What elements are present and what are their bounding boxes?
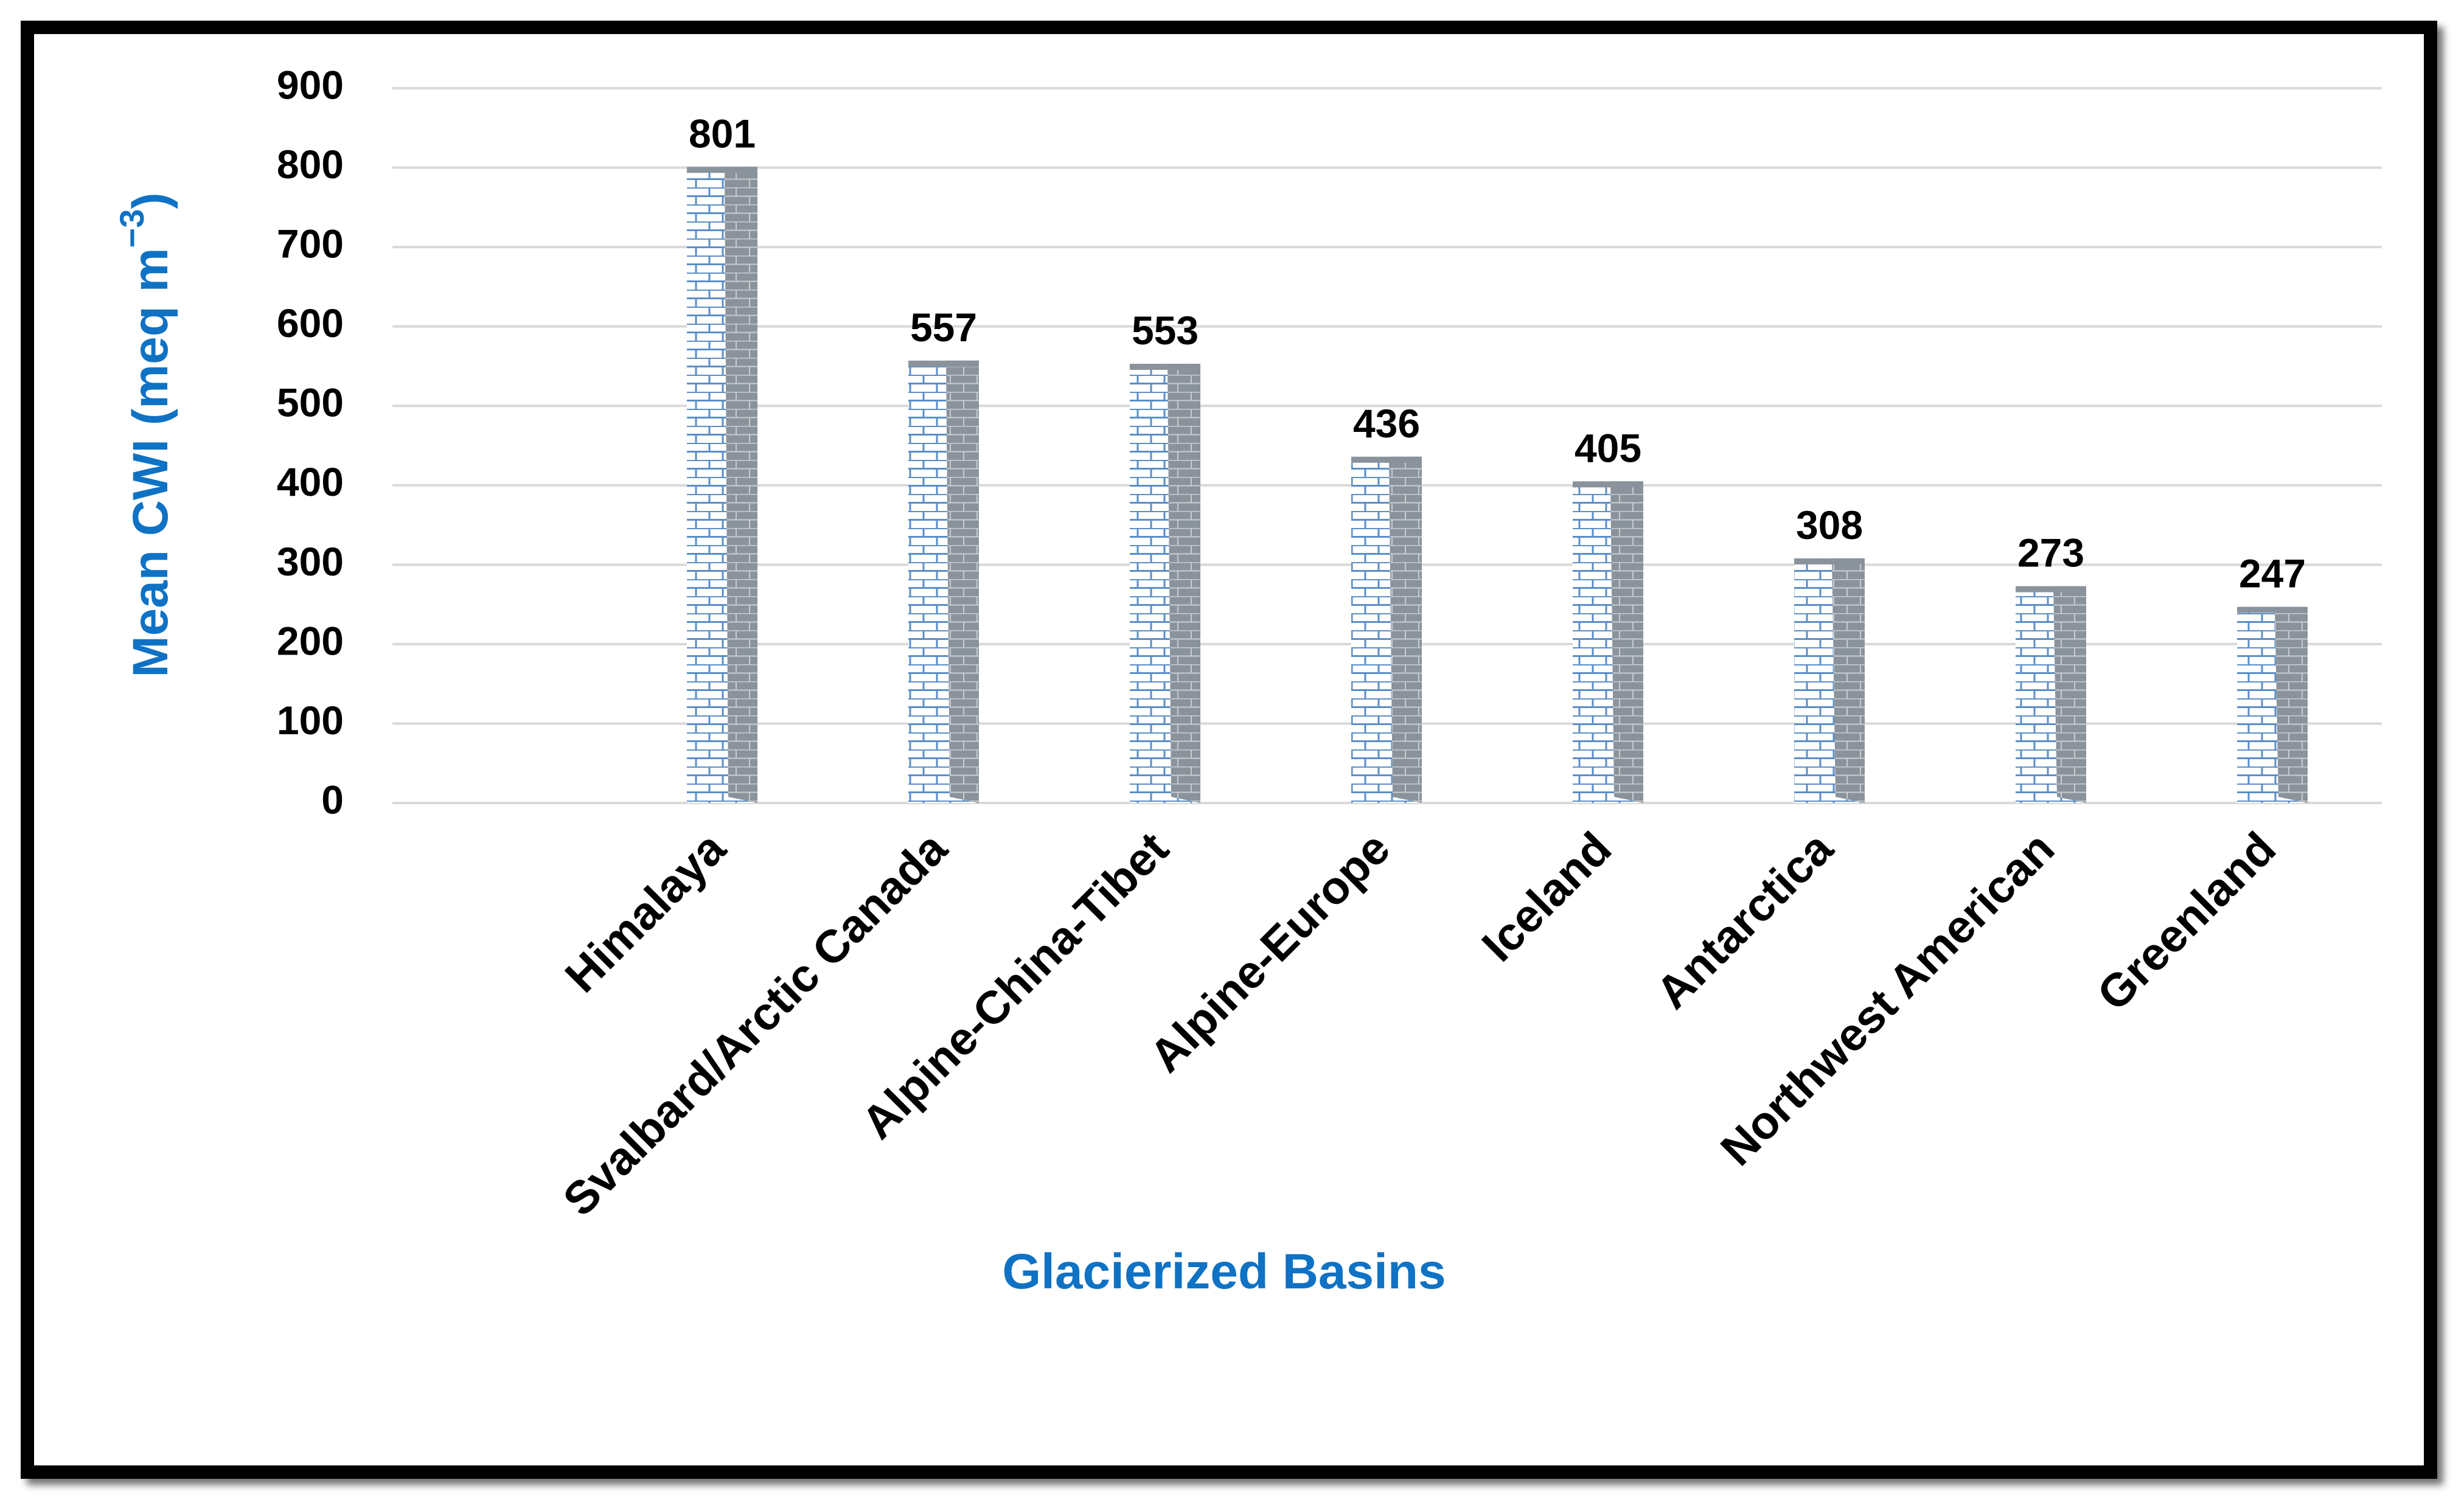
bar-top (1794, 558, 1865, 565)
data-label: 247 (2239, 551, 2306, 596)
y-tick-label: 300 (277, 539, 344, 584)
bars (687, 167, 2308, 803)
data-label: 557 (910, 305, 977, 350)
y-tick-label: 700 (277, 221, 344, 266)
y-tick-label: 500 (277, 380, 344, 425)
bar (908, 360, 979, 803)
y-tick-label: 600 (277, 301, 344, 346)
y-axis-ticks: 0 100 200 300 400 500 600 700 800 900 (277, 62, 344, 822)
y-axis-title-close: ) (123, 192, 178, 209)
y-tick-label: 100 (277, 698, 344, 743)
bar-top (2237, 606, 2308, 613)
data-label: 436 (1353, 401, 1420, 446)
bar (2237, 606, 2308, 803)
data-label: 308 (1796, 502, 1863, 547)
bar (1794, 558, 1865, 803)
x-axis-title: Glacierized Basins (1002, 1244, 1446, 1299)
y-tick-label: 400 (277, 459, 344, 504)
bar-shadow (1168, 364, 1200, 803)
bar (2016, 586, 2086, 803)
y-tick-label: 0 (321, 777, 344, 822)
bar-shadow (1610, 481, 1643, 803)
bar-shadow (1832, 558, 1865, 803)
bar-shadow (2053, 586, 2086, 803)
data-label: 553 (1132, 308, 1199, 353)
bar-top (687, 167, 757, 173)
y-tick-label: 200 (277, 618, 344, 663)
bar-shadow (725, 167, 757, 803)
bar (1573, 481, 1643, 803)
bar (1130, 364, 1200, 803)
data-labels: 801 557 553 436 405 308 273 247 (689, 111, 2306, 596)
bar-top (1351, 456, 1422, 463)
bar-shadow (946, 360, 979, 803)
y-axis-title-main: Mean CWI (meq m (123, 248, 178, 678)
bar-top (908, 360, 979, 367)
y-tick-label: 800 (277, 142, 344, 187)
bar-shadow (1389, 456, 1422, 803)
bar-top (1573, 481, 1643, 488)
y-axis-title: Mean CWI (meq m−3) (113, 192, 178, 677)
bar-shadow (2275, 606, 2308, 803)
bar (687, 167, 757, 803)
data-label: 801 (689, 111, 756, 156)
y-axis-title-superscript: −3 (113, 209, 151, 248)
bar (1351, 456, 1422, 803)
y-tick-label: 900 (277, 62, 344, 107)
bar-top (1130, 364, 1200, 370)
bar-top (2016, 586, 2086, 592)
data-label: 405 (1575, 425, 1641, 470)
data-label: 273 (2017, 530, 2084, 575)
